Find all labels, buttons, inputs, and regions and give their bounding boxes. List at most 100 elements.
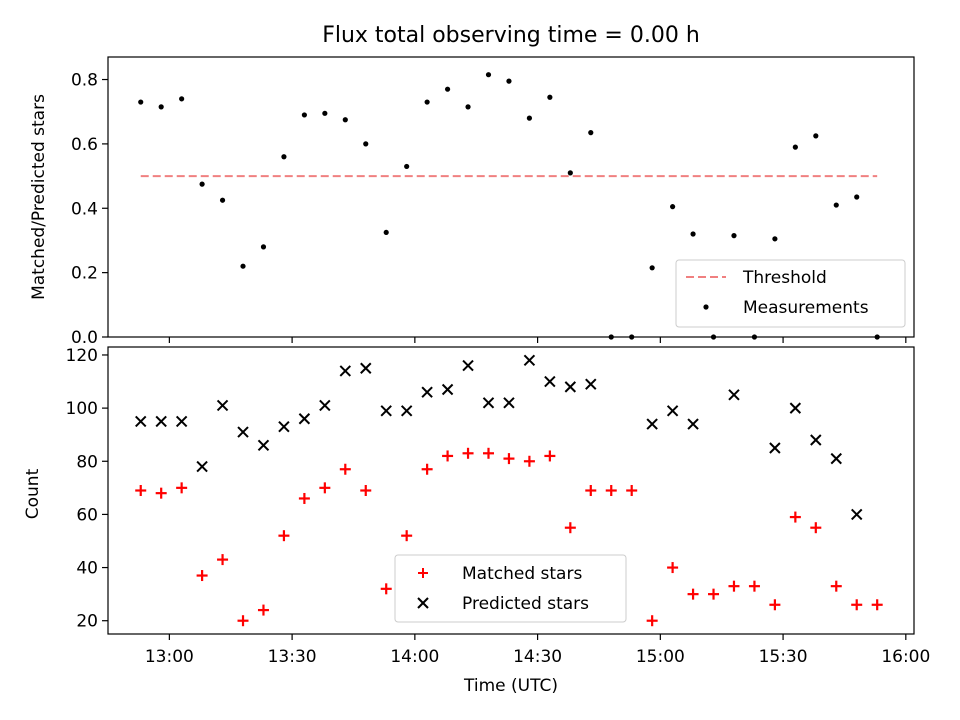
x-tick-label: 13:00 [145,647,194,667]
measurement-point [465,104,471,110]
predicted-star-point [564,381,577,393]
matched-star-point [135,485,147,496]
measurement-point [363,141,369,147]
bottom-axes-frame [107,346,915,635]
measurement-point [813,133,819,139]
matched-star-point [564,522,576,534]
predicted-star-point [135,415,147,428]
matched-star-point [646,615,658,627]
matched-star-point [667,562,679,574]
predicted-star-point [687,418,699,430]
matched-star-point [626,485,638,496]
matched-star-point [237,615,249,627]
predicted-star-point [503,397,515,409]
measurement-point [383,229,389,236]
top-y-tick-label: 0.2 [71,264,98,284]
predicted-star-point [646,418,658,430]
measurement-point [690,231,696,237]
predicted-star-point [400,405,413,417]
matched-star-point [748,580,760,592]
bottom-y-tick-label: 100 [66,399,98,419]
predicted-star-point [810,434,822,446]
measurement-point [404,163,410,170]
predicted-star-point [462,359,474,372]
measurement-point [588,130,594,136]
top-panel: 0.00.20.40.60.8 Matched/Predicted stars … [29,56,915,348]
matched-star-point [605,485,617,496]
legend-predicted-label: Predicted stars [462,594,589,614]
measurement-point [179,96,185,102]
matched-star-point [278,530,290,542]
predicted-star-point [155,415,167,428]
bottom-legend: Matched stars Predicted stars [394,554,627,623]
matched-star-point [176,482,188,494]
bottom-y-tick-label: 40 [76,559,98,579]
measurement-point [260,244,267,250]
matched-star-point [523,455,535,467]
matched-star-point [257,604,269,616]
predicted-star-point [298,413,311,425]
matched-star-point [217,554,229,566]
top-axes-frame [107,56,915,338]
matched-star-point [544,450,556,462]
matched-star-point [421,463,433,475]
matched-star-point [380,583,392,595]
matched-star-point [360,485,372,496]
matched-star-point [401,530,413,542]
bottom-x-ticks: 13:00 13:30 14:00 14:30 15:00 15:30 16:00 [145,634,930,667]
predicted-star-point [789,402,802,414]
predicted-star-point [851,508,863,521]
matched-star-point [155,487,167,499]
matched-star-point [503,453,515,465]
predicted-star-point [421,386,433,398]
legend-matched-swatch [418,568,428,578]
top-legend: Threshold Measurements [675,259,906,328]
predicted-star-point [237,426,249,438]
predicted-star-point [278,421,290,433]
predicted-star-point [339,365,352,377]
legend-matched-label: Matched stars [462,564,582,584]
predicted-star-point [216,399,229,412]
matched-star-point [196,570,208,582]
top-y-tick-label: 0.8 [71,71,98,91]
matched-star-point [810,522,822,534]
matched-star-point [462,447,474,459]
measurement-point [158,104,164,110]
matched-star-point [585,485,597,496]
legend-measurements-swatch [703,304,709,310]
x-tick-label: 14:30 [513,647,562,667]
top-y-axis-label: Matched/Predicted stars [29,94,49,300]
x-axis-label: Time (UTC) [463,676,558,696]
bottom-y-tick-label: 20 [76,612,98,632]
bottom-y-ticks: 20 40 60 80 100 120 [66,346,108,632]
measurement-point [219,197,226,203]
measurement-point [485,72,492,78]
matched-star-point [830,580,842,592]
measurement-point [444,86,451,92]
measurement-point [240,263,246,269]
matched-star-point [871,599,883,611]
predicted-star-point [196,460,208,473]
matched-star-point [769,599,781,611]
measurement-point [526,115,533,121]
bottom-data-layer [135,354,883,627]
predicted-star-point [175,415,188,428]
measurement-point [792,144,798,150]
legend-measurements-label: Measurements [743,298,869,318]
measurement-point [199,181,205,187]
top-y-tick-label: 0.0 [71,328,98,348]
bottom-y-axis-label: Count [23,468,43,519]
predicted-star-point [319,399,331,412]
predicted-star-point [830,452,842,465]
matched-star-point [319,482,331,494]
bottom-y-tick-label: 60 [76,505,98,525]
x-tick-label: 13:30 [268,647,317,667]
predicted-star-point [728,389,740,401]
legend-threshold-label: Threshold [742,268,827,288]
measurement-point [506,78,512,84]
top-y-tick-label: 0.4 [71,199,98,219]
measurement-point [138,99,144,105]
x-tick-label: 16:00 [881,647,930,667]
predicted-star-point [441,383,454,396]
